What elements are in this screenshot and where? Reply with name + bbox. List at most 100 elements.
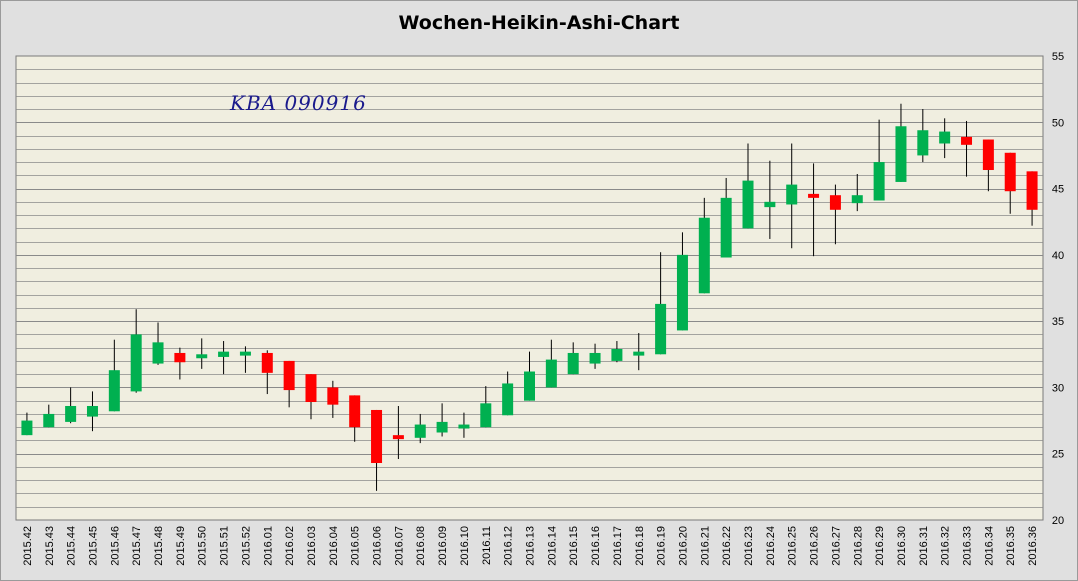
candle-body-up: [196, 354, 208, 359]
candle: [829, 184, 841, 245]
candle-body-down: [305, 374, 317, 403]
candle-body-down: [261, 352, 273, 373]
y-tick-label: 30: [1052, 382, 1064, 394]
candle-body-down: [808, 193, 820, 198]
candle: [764, 160, 776, 239]
candle-body-up: [567, 352, 579, 375]
gridlines: [16, 69, 1043, 508]
candle: [1004, 152, 1016, 214]
candle-body-up: [720, 197, 732, 258]
candle-body-up: [851, 195, 863, 204]
chart-title: Wochen-Heikin-Ashi-Chart: [398, 12, 680, 34]
candle: [371, 409, 383, 491]
candle-body-up: [655, 303, 667, 355]
y-tick-label: 55: [1052, 51, 1064, 63]
x-tick-label: 2016.03: [306, 526, 318, 566]
candle: [458, 412, 470, 438]
y-tick-label: 45: [1052, 184, 1064, 196]
candle-body-up: [21, 420, 33, 436]
x-tick-label: 2016.28: [852, 526, 864, 566]
x-tick-label: 2016.35: [1005, 526, 1017, 566]
x-tick-label: 2016.15: [568, 526, 580, 566]
y-axis: 20 25 30 35 40 45 50 55: [1052, 51, 1064, 527]
candle: [873, 119, 885, 201]
candle: [786, 143, 798, 249]
candle-body-down: [982, 139, 994, 171]
x-tick-label: 2016.02: [284, 526, 296, 566]
candle: [108, 339, 120, 412]
x-tick-label: 2016.07: [393, 526, 405, 566]
candle-body-up: [458, 424, 470, 429]
candle: [1026, 171, 1038, 226]
candle: [567, 342, 579, 375]
candle-body-down: [371, 409, 383, 463]
candle: [524, 351, 535, 401]
x-tick-label: 2016.05: [350, 526, 362, 566]
candle-body-down: [349, 395, 361, 428]
candle: [349, 395, 361, 442]
candle-body-up: [414, 424, 426, 438]
candle: [982, 139, 994, 192]
x-tick-label: 2015.51: [219, 526, 231, 566]
candle-body-up: [43, 413, 55, 428]
x-tick-label: 2016.13: [525, 526, 537, 566]
candle-body-up: [218, 351, 230, 357]
x-tick-label: 2015.49: [175, 526, 187, 566]
candle-body-up: [698, 217, 710, 294]
candle: [939, 118, 951, 159]
candle-body-down: [961, 136, 973, 145]
candle-body-up: [589, 352, 601, 364]
candle: [414, 413, 426, 444]
candle: [742, 143, 754, 229]
candle-body-up: [786, 184, 798, 205]
x-tick-label: 2016.33: [962, 526, 974, 566]
candle-body-up: [895, 126, 907, 182]
candle: [808, 163, 820, 257]
x-tick-label: 2016.11: [481, 526, 493, 565]
candle: [502, 371, 514, 416]
x-tick-label: 2015.46: [109, 526, 121, 566]
candle-body-down: [283, 360, 295, 391]
candle-body-up: [633, 351, 645, 356]
candle: [196, 338, 208, 369]
candle-body-down: [829, 195, 841, 210]
x-tick-label: 2016.29: [874, 526, 886, 566]
x-tick-label: 2016.08: [415, 526, 427, 566]
candle: [961, 120, 973, 177]
y-tick-label: 50: [1052, 117, 1064, 129]
candle: [676, 232, 688, 331]
candle: [698, 197, 710, 294]
candle: [283, 360, 295, 408]
candle-body-up: [239, 351, 251, 356]
candle-body-up: [152, 342, 164, 364]
x-tick-label: 2016.26: [809, 526, 821, 566]
candle-body-up: [545, 359, 557, 388]
candle-body-up: [436, 421, 448, 433]
candle: [218, 341, 230, 375]
x-tick-label: 2016.36: [1027, 526, 1039, 566]
x-tick-label: 2015.48: [153, 526, 165, 566]
candle-body-up: [676, 254, 688, 331]
x-tick-label: 2016.01: [262, 526, 274, 566]
candle-body-up: [873, 162, 885, 201]
candle: [86, 391, 98, 432]
candle: [436, 403, 448, 437]
x-tick-label: 2015.52: [240, 526, 252, 566]
x-tick-label: 2015.50: [197, 526, 209, 566]
candle: [480, 386, 492, 428]
x-tick-label: 2016.09: [437, 526, 449, 566]
x-tick-label: 2016.23: [743, 526, 755, 566]
candle: [152, 322, 164, 365]
candle-body-up: [611, 348, 623, 361]
x-tick-label: 2016.25: [787, 526, 799, 566]
x-tick-label: 2015.47: [131, 526, 143, 566]
candle: [239, 346, 251, 373]
candle-body-up: [524, 371, 535, 401]
candle: [327, 380, 339, 418]
x-tick-label: 2016.04: [328, 526, 340, 566]
candles: [21, 103, 1038, 491]
candle-body-down: [327, 387, 339, 405]
candle: [633, 333, 645, 371]
y-tick-label: 35: [1052, 316, 1064, 328]
